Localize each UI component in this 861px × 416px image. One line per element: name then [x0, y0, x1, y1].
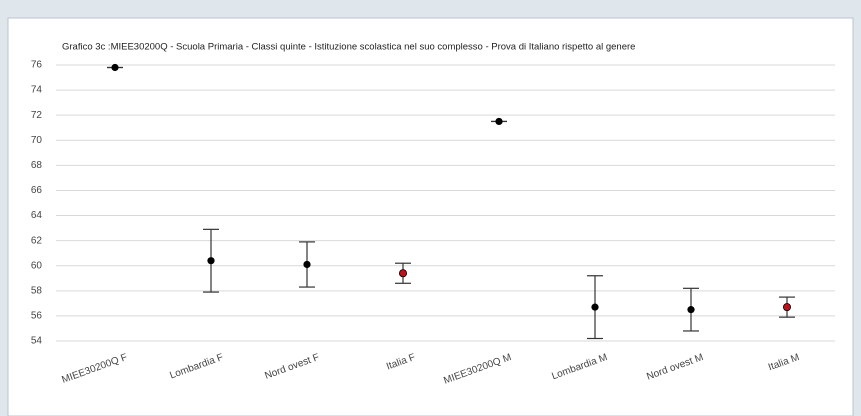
y-tick-label: 54	[31, 336, 43, 347]
chart-panel	[7, 17, 854, 416]
y-tick-label: 70	[31, 135, 43, 146]
data-point	[495, 117, 503, 126]
y-tick-label: 64	[31, 210, 43, 221]
y-tick-label: 74	[31, 85, 43, 96]
y-tick-label: 58	[31, 285, 43, 296]
y-tick-label: 56	[31, 311, 43, 322]
data-point	[398, 269, 407, 278]
data-point	[591, 303, 599, 311]
y-tick-label: 76	[31, 60, 43, 71]
data-point	[207, 257, 215, 265]
y-tick-label: 66	[31, 185, 43, 196]
data-point	[687, 306, 695, 314]
y-tick-label: 68	[31, 160, 43, 171]
data-point	[303, 260, 311, 269]
data-point	[111, 63, 119, 72]
y-tick-label: 62	[31, 235, 43, 246]
data-point	[783, 303, 792, 312]
chart-title: Grafico 3c :MIEE30200Q - Scuola Primaria…	[62, 42, 635, 53]
y-tick-label: 72	[31, 110, 43, 121]
y-tick-label: 60	[31, 260, 43, 271]
